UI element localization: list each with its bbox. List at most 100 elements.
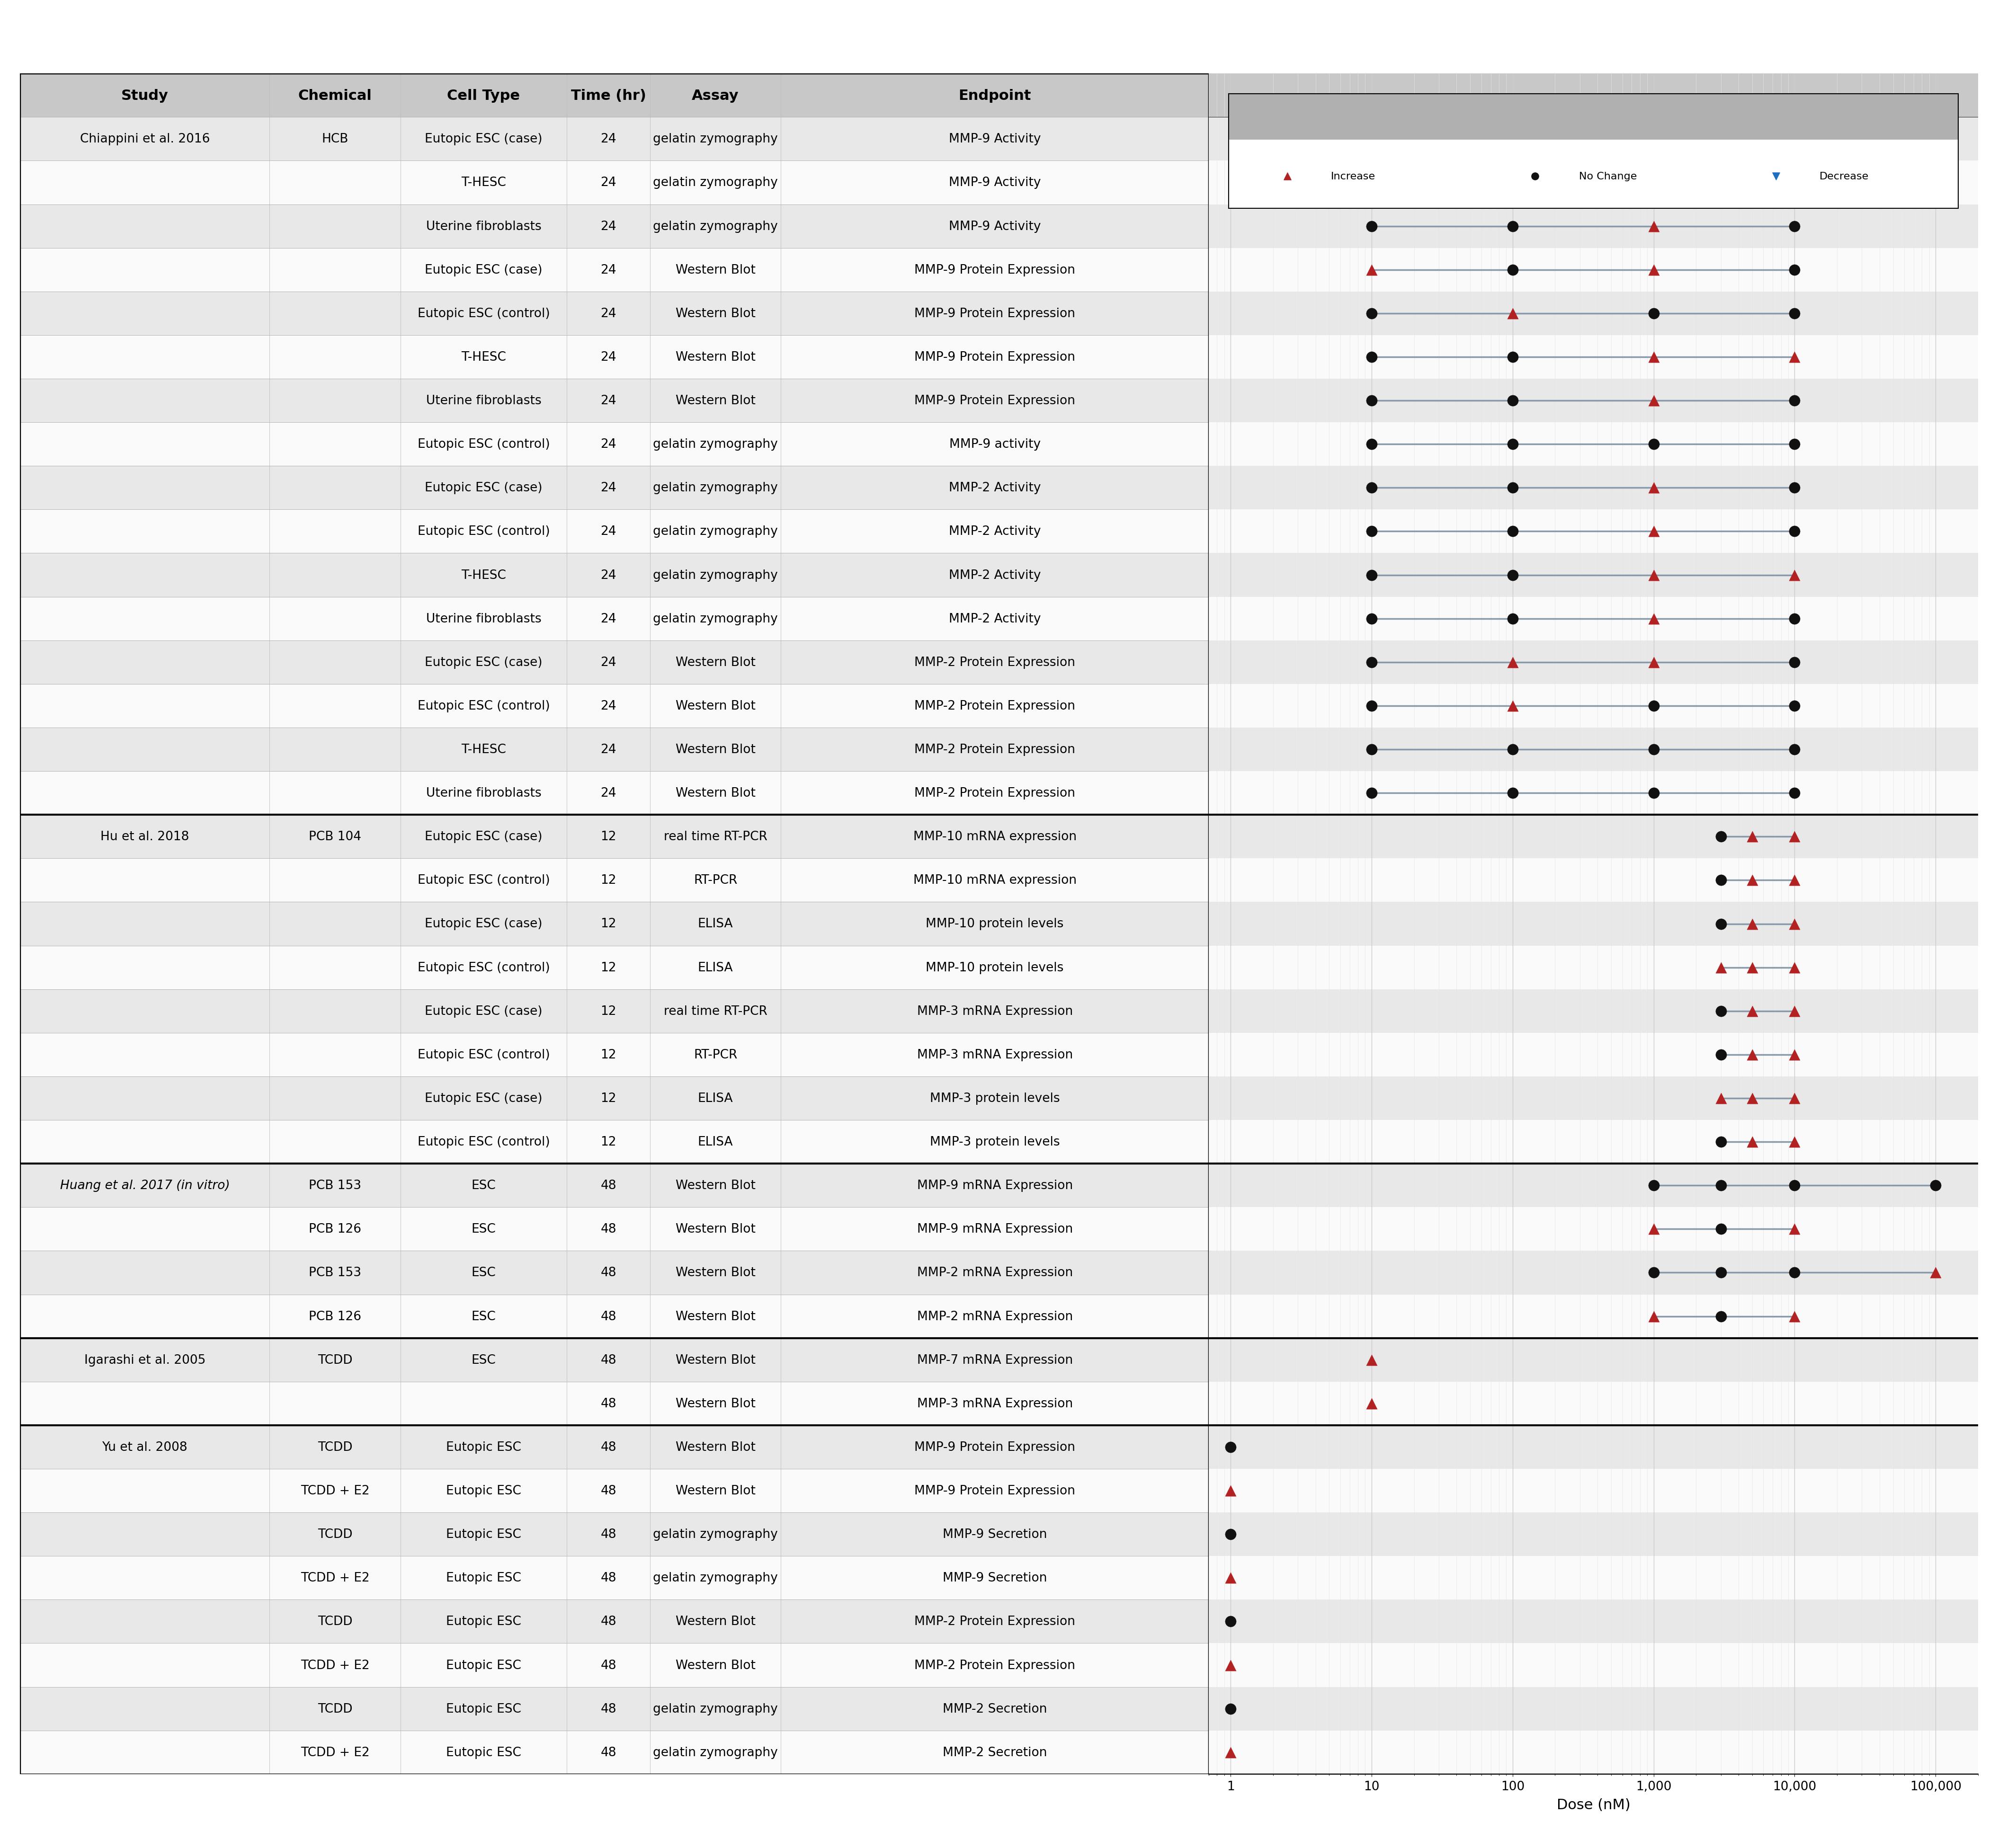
Point (1736, 996, 1768, 1026)
Bar (20, 1687, 1209, 1730)
Bar (1209, 510, 1978, 553)
Text: Chemical: Chemical (298, 89, 372, 103)
Text: Eutopic ESC (case): Eutopic ESC (case) (426, 482, 541, 493)
Point (1215, 1432, 1247, 1462)
Text: MMP-2 Protein Expression: MMP-2 Protein Expression (915, 743, 1075, 756)
Point (1736, 822, 1768, 852)
Bar (20, 510, 1209, 553)
Text: Cell Type: Cell Type (448, 89, 519, 103)
Text: T-HESC: T-HESC (462, 743, 505, 756)
Bar (20, 1077, 1209, 1120)
Point (1638, 342, 1670, 371)
Bar (20, 1730, 1209, 1774)
Point (1778, 168, 1810, 198)
Text: 12: 12 (601, 830, 615, 843)
Point (1778, 213, 1810, 242)
Text: MMP-9 Protein Expression: MMP-9 Protein Expression (915, 395, 1075, 407)
Bar (1209, 989, 1978, 1033)
Text: RT-PCR: RT-PCR (693, 874, 737, 887)
Text: gelatin zymography: gelatin zymography (653, 438, 777, 451)
Text: MMP-9 mRNA Expression: MMP-9 mRNA Expression (917, 1179, 1073, 1192)
Text: Assay: Assay (691, 89, 739, 103)
Point (1704, 822, 1736, 852)
Text: MMP-10 mRNA expression: MMP-10 mRNA expression (913, 874, 1077, 887)
Text: Western Blot: Western Blot (675, 1355, 755, 1366)
Text: Eutopic ESC (control): Eutopic ESC (control) (418, 1048, 549, 1061)
Bar (1209, 1643, 1978, 1687)
Point (1638, 255, 1670, 285)
Point (1355, 778, 1387, 808)
Point (1638, 213, 1670, 242)
Text: MMP-9 Protein Expression: MMP-9 Protein Expression (915, 1441, 1075, 1453)
Text: 24: 24 (601, 220, 615, 233)
Point (1920, 1172, 1952, 1201)
Point (1497, 168, 1528, 198)
Bar (1209, 1077, 1978, 1120)
Point (1497, 691, 1528, 721)
Text: Western Blot: Western Blot (675, 307, 755, 320)
Text: MMP-3 protein levels: MMP-3 protein levels (929, 1137, 1059, 1148)
Text: Increase: Increase (1331, 172, 1375, 181)
Point (1778, 560, 1810, 590)
Text: MMP-10 protein levels: MMP-10 protein levels (925, 918, 1063, 930)
Point (1736, 1083, 1768, 1112)
Text: real time RT-PCR: real time RT-PCR (663, 1005, 767, 1018)
Text: 24: 24 (601, 264, 615, 275)
Bar (1209, 859, 1978, 902)
Text: 24: 24 (601, 351, 615, 364)
Point (1355, 255, 1387, 285)
Bar (1209, 1512, 1978, 1556)
Bar (1209, 118, 1978, 161)
Text: real time RT-PCR: real time RT-PCR (663, 830, 767, 843)
Bar (20, 1207, 1209, 1251)
Text: MMP-2 Secretion: MMP-2 Secretion (943, 1702, 1047, 1715)
Bar (1209, 1120, 1978, 1164)
Text: gelatin zymography: gelatin zymography (653, 1702, 777, 1715)
Bar (20, 161, 1209, 205)
Point (1760, 163, 1792, 192)
Point (1736, 1127, 1768, 1157)
Point (1355, 560, 1387, 590)
Text: TCDD: TCDD (318, 1355, 352, 1366)
Text: Eutopic ESC (control): Eutopic ESC (control) (418, 874, 549, 887)
Text: Western Blot: Western Blot (675, 1266, 755, 1279)
Point (1355, 604, 1387, 634)
Text: Eutopic ESC (case): Eutopic ESC (case) (426, 918, 541, 930)
Text: ESC: ESC (472, 1355, 496, 1366)
Text: 48: 48 (601, 1310, 615, 1323)
Text: MMP-2 Activity: MMP-2 Activity (949, 525, 1041, 538)
Text: MMP-3 protein levels: MMP-3 protein levels (929, 1092, 1059, 1105)
Point (1355, 647, 1387, 676)
Text: Western Blot: Western Blot (675, 351, 755, 364)
Bar (20, 292, 1209, 336)
Text: MMP-2 Protein Expression: MMP-2 Protein Expression (915, 1660, 1075, 1671)
Point (1704, 1083, 1736, 1112)
Text: 48: 48 (601, 1702, 615, 1715)
Text: Eutopic ESC (case): Eutopic ESC (case) (426, 656, 541, 669)
Text: Study: Study (122, 89, 168, 103)
Text: 12: 12 (601, 1137, 615, 1148)
Point (1638, 560, 1670, 590)
Point (1355, 386, 1387, 416)
Point (1497, 517, 1528, 547)
Point (1638, 691, 1670, 721)
Point (1736, 865, 1768, 894)
Point (1638, 1258, 1670, 1288)
Point (1778, 909, 1810, 939)
Point (1778, 431, 1810, 460)
Text: 24: 24 (601, 569, 615, 582)
Bar (1209, 466, 1978, 510)
Bar (20, 74, 1209, 118)
Text: Eutopic ESC (case): Eutopic ESC (case) (426, 264, 541, 275)
Bar (1229, 94, 1958, 140)
Point (1497, 647, 1528, 676)
Text: MMP-9 mRNA Expression: MMP-9 mRNA Expression (917, 1223, 1073, 1234)
Point (1638, 431, 1670, 460)
Text: Eutopic ESC (control): Eutopic ESC (control) (418, 1137, 549, 1148)
Bar (1209, 1033, 1978, 1077)
Bar (20, 1600, 1209, 1643)
Point (1704, 954, 1736, 983)
Point (1778, 954, 1810, 983)
Text: TCDD: TCDD (318, 1702, 352, 1715)
Point (1778, 124, 1810, 153)
